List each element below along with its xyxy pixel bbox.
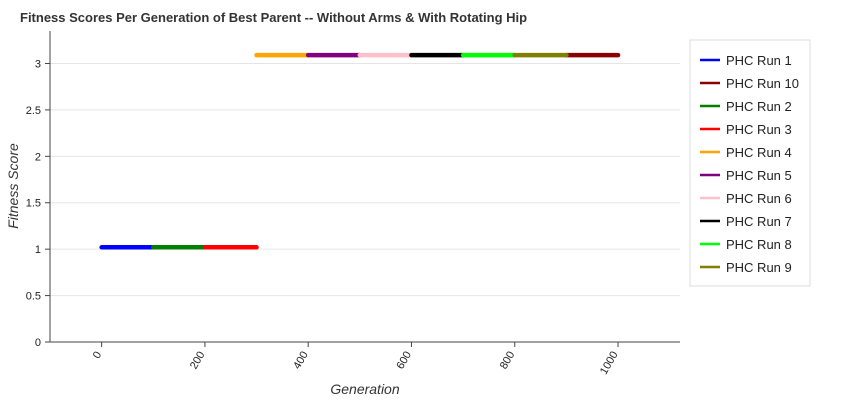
legend-label: PHC Run 9 — [726, 260, 792, 275]
axes — [49, 31, 680, 343]
legend-label: PHC Run 6 — [726, 191, 792, 206]
chart-title: Fitness Scores Per Generation of Best Pa… — [20, 10, 527, 25]
legend: PHC Run 1 PHC Run 10 PHC Run 2 PHC Run 3 PHC… — [689, 39, 811, 287]
y-tick-label: 2.5 — [26, 105, 41, 117]
legend-label: PHC Run 7 — [726, 214, 792, 229]
legend-label: PHC Run 4 — [726, 145, 792, 160]
legend-label: PHC Run 5 — [726, 168, 792, 183]
series-layer — [99, 52, 621, 250]
x-tick-label: 1000 — [598, 350, 621, 377]
legend-items: PHC Run 1 PHC Run 10 PHC Run 2 PHC Run 3 PHC… — [700, 53, 799, 275]
y-tick-labels: 0 0.5 1 1.5 2 2.5 3 — [26, 58, 50, 349]
y-tick-label: 0.5 — [26, 291, 41, 303]
grid-lines — [50, 62, 680, 297]
y-tick-label: 0 — [35, 337, 41, 349]
y-tick-label: 2 — [35, 151, 41, 163]
y-tick-label: 1 — [35, 244, 41, 256]
x-tick-label: 400 — [291, 350, 311, 372]
x-axis-label: Generation — [330, 381, 399, 397]
y-axis-label: Fitness Score — [5, 143, 21, 229]
legend-label: PHC Run 10 — [726, 76, 799, 91]
legend-label: PHC Run 2 — [726, 99, 792, 114]
y-tick-label: 1.5 — [26, 198, 41, 210]
legend-label: PHC Run 3 — [726, 122, 792, 137]
legend-label: PHC Run 1 — [726, 53, 792, 68]
x-tick-label: 600 — [395, 350, 415, 372]
x-tick-label: 0 — [91, 350, 104, 361]
x-tick-labels: 0 200 400 600 800 1000 — [91, 342, 621, 377]
legend-label: PHC Run 8 — [726, 237, 792, 252]
y-tick-label: 3 — [35, 58, 41, 70]
x-tick-label: 200 — [188, 350, 208, 372]
x-tick-label: 800 — [498, 350, 518, 372]
